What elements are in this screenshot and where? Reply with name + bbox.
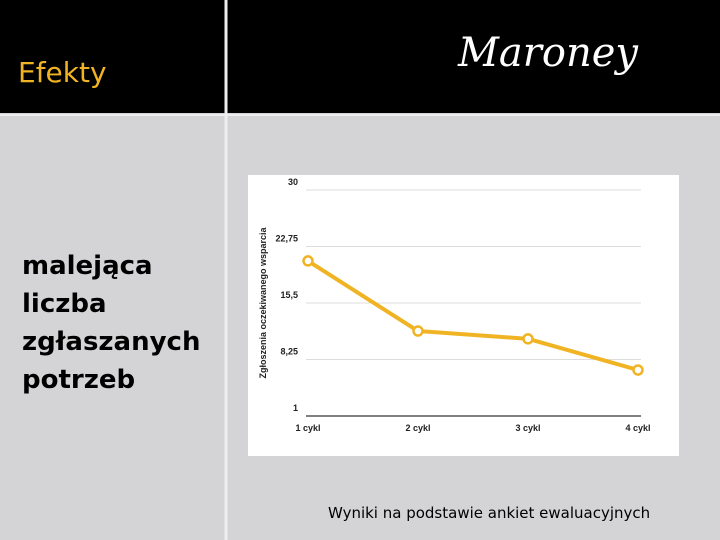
body-text: zgłaszanych [22, 327, 200, 357]
y-tick-label: 1 [293, 403, 298, 413]
caption: Wyniki na podstawie ankiet ewaluacyjnych [328, 504, 650, 522]
chart-area [248, 175, 679, 456]
body-text: liczba [22, 289, 107, 319]
x-tick-label: 3 cykl [515, 423, 540, 433]
x-tick-label: 2 cykl [405, 423, 430, 433]
body-text: malejąca [22, 251, 153, 281]
data-line [306, 259, 639, 372]
body-text: potrzeb [22, 365, 135, 395]
data-point [302, 255, 314, 267]
data-point [522, 333, 534, 345]
slide-title: Efekty [18, 56, 107, 89]
y-tick-label: 30 [288, 177, 298, 187]
y-tick-label: 22,75 [275, 234, 298, 244]
x-tick-label: 4 cykl [625, 423, 650, 433]
data-point [632, 364, 644, 376]
logo: Maroney [457, 30, 639, 76]
y-tick-label: 8,25 [280, 347, 298, 357]
x-tick-label: 1 cykl [295, 423, 320, 433]
header-band [0, 0, 720, 113]
data-point [412, 325, 424, 337]
y-axis-label: Zgłoszenia oczekiwanego wsparcia [258, 226, 268, 378]
y-tick-label: 15,5 [280, 290, 298, 300]
